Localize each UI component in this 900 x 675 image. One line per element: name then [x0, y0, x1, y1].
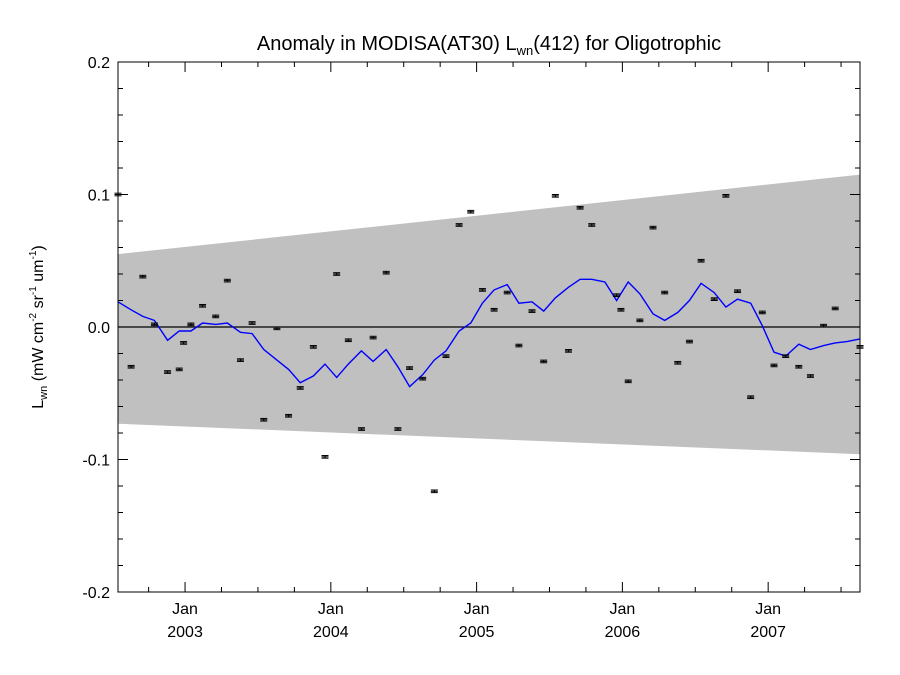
x-tick-month-label: Jan — [464, 601, 490, 618]
scatter-point — [273, 326, 281, 331]
scatter-point — [199, 303, 207, 308]
scatter-point — [576, 205, 584, 210]
scatter-point — [139, 274, 147, 279]
scatter-point — [175, 367, 183, 372]
x-tick-year-label: 2004 — [313, 624, 349, 641]
scatter-point — [564, 349, 572, 353]
scatter-point — [296, 386, 304, 390]
y-tick-label: -0.1 — [82, 453, 110, 470]
scatter-point — [150, 322, 158, 327]
scatter-point — [624, 379, 632, 384]
scatter-point — [236, 358, 244, 362]
x-tick-month-label: Jan — [755, 601, 781, 618]
scatter-point — [770, 363, 778, 368]
scatter-point — [260, 417, 268, 422]
scatter-point — [419, 376, 427, 381]
y-axis-label: Lwn (mW cm-2 sr-1 um-1) — [28, 245, 50, 408]
x-tick-month-label: Jan — [318, 601, 344, 618]
scatter-point — [551, 194, 559, 198]
y-tick-label: 0.1 — [88, 188, 110, 205]
scatter-point — [369, 335, 377, 340]
x-tick-month-label: Jan — [172, 601, 198, 618]
scatter-point — [528, 309, 536, 313]
scatter-point — [674, 360, 682, 365]
confidence-band-layer — [118, 174, 860, 455]
scatter-point — [430, 489, 438, 494]
x-tick-year-label: 2006 — [605, 624, 641, 641]
scatter-point — [223, 278, 231, 283]
y-tick-label: -0.2 — [82, 585, 110, 602]
scatter-point — [806, 374, 814, 378]
trend-line-series — [117, 278, 861, 388]
scatter-point — [248, 321, 256, 325]
scatter-point — [333, 272, 341, 276]
scatter-point — [734, 289, 742, 294]
scatter-point — [722, 194, 730, 198]
scatter-point — [782, 354, 790, 358]
scatter-point — [758, 310, 766, 315]
scatter-point — [406, 366, 414, 370]
x-tick-month-label: Jan — [609, 601, 635, 618]
scatter-point — [180, 341, 188, 345]
scatter-point — [164, 370, 172, 374]
scatter-point — [540, 359, 548, 364]
scatter-point — [382, 270, 390, 275]
trend-line-layer — [117, 278, 861, 388]
y-tick-label: 0.0 — [88, 320, 110, 337]
scatter-point — [285, 413, 293, 418]
scatter-point — [344, 338, 352, 343]
scatter-point — [455, 223, 463, 227]
scatter-point — [187, 322, 195, 327]
x-tick-year-label: 2005 — [459, 624, 495, 641]
scatter-point — [649, 225, 657, 230]
chart-title: Anomaly in MODISA(AT30) Lwn(412) for Oli… — [257, 33, 721, 58]
scatter-point — [661, 290, 669, 295]
scatter-point — [309, 345, 317, 349]
scatter-point — [467, 209, 475, 214]
scatter-point — [321, 455, 329, 459]
scatter-point — [503, 290, 511, 295]
scatter-point — [617, 307, 625, 312]
scatter-point — [795, 364, 803, 369]
scatter-point — [588, 223, 596, 227]
scatter-point — [820, 323, 828, 328]
scatter-point — [697, 258, 705, 263]
scatter-point — [710, 297, 718, 301]
scatter-point — [442, 354, 450, 358]
scatter-point — [127, 364, 135, 369]
axes-layer: 0.2 0.1 0.0 -0.1 -0.2 Jan 2003 Jan 2004 Jan 2005 Ja… — [82, 55, 861, 641]
scatter-point — [747, 395, 755, 400]
scatter-point — [685, 339, 693, 344]
scatter-point — [831, 306, 839, 311]
scatter-point — [636, 318, 644, 323]
scatter-point — [394, 427, 402, 431]
scatter-point — [515, 343, 523, 348]
scatter-points-layer — [114, 192, 864, 494]
scatter-point — [490, 307, 498, 312]
x-tick-year-label: 2003 — [167, 624, 203, 641]
confidence-band — [118, 174, 860, 455]
y-tick-label: 0.2 — [88, 55, 110, 72]
scatter-point — [357, 427, 365, 431]
scatter-point — [478, 288, 486, 292]
scatter-point — [613, 293, 621, 298]
scatter-point — [212, 314, 220, 319]
x-tick-year-label: 2007 — [750, 624, 786, 641]
